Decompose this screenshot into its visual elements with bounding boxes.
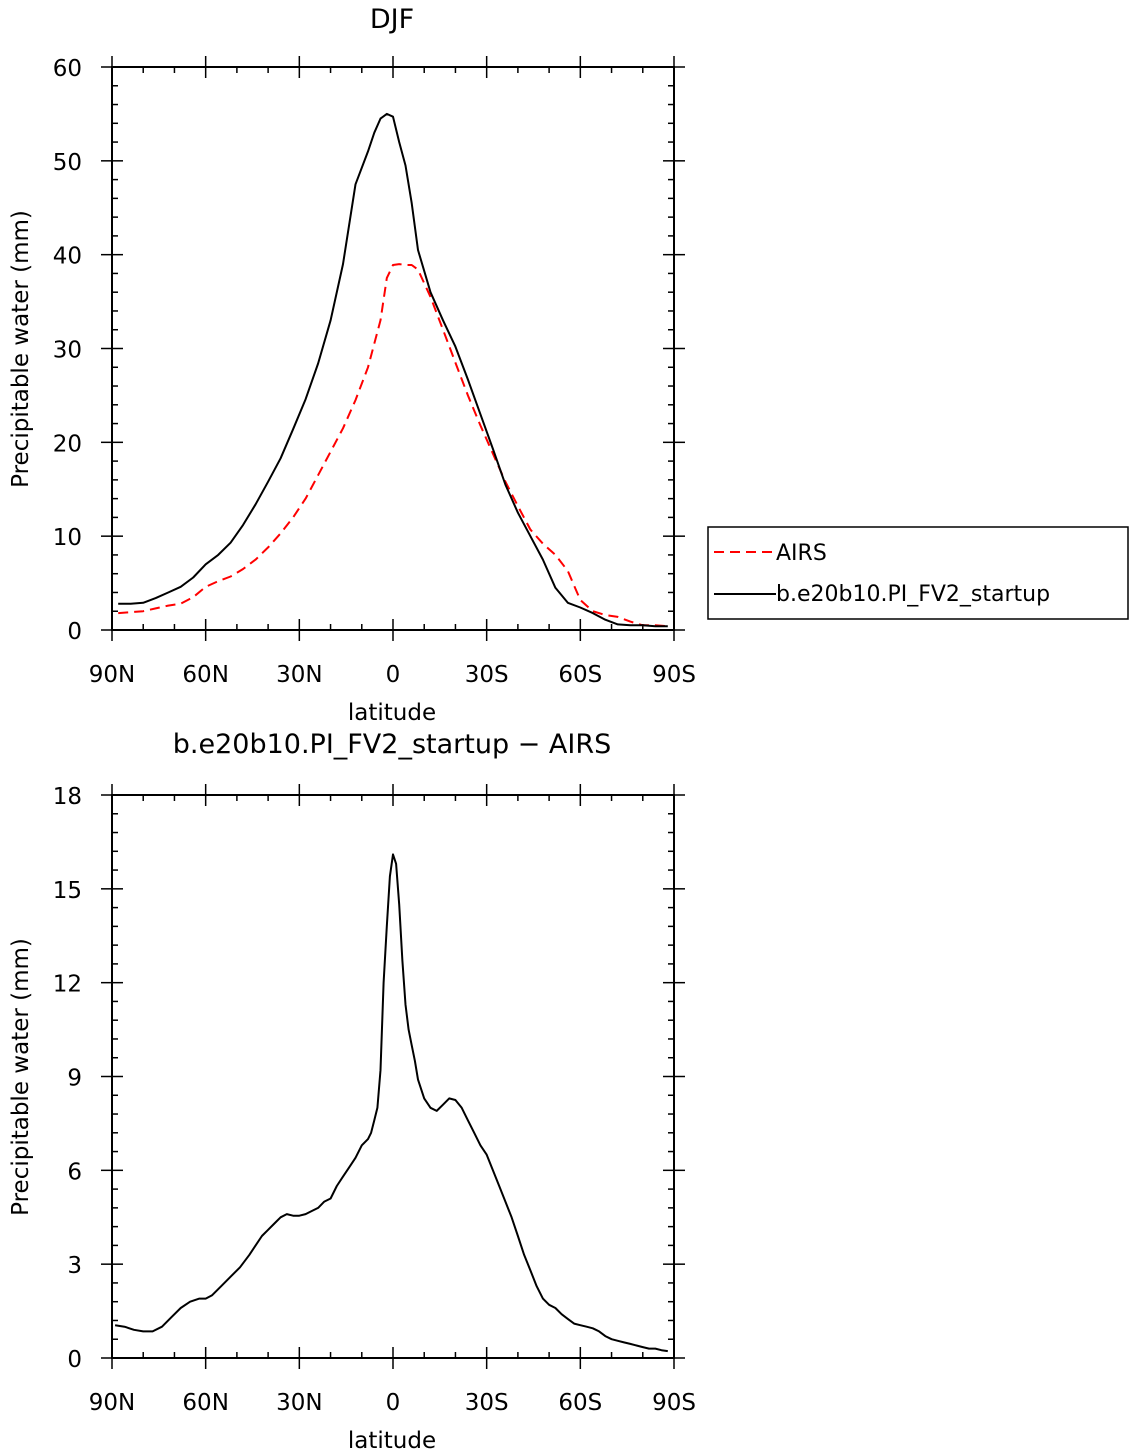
bottom-chart-ticks	[101, 784, 685, 1369]
bottom-chart-y-axis-label: Precipitable water (mm)	[8, 938, 34, 1216]
y-tick-label: 20	[53, 431, 82, 457]
x-tick-label: 90S	[652, 662, 696, 688]
x-tick-label: 30S	[465, 1390, 509, 1416]
y-tick-label: 40	[53, 244, 82, 270]
bottom-chart-panel: b.e20b10.PI_FV2_startup − AIRS 90N 60N 30N…	[8, 729, 696, 1454]
y-tick-label: 12	[53, 972, 82, 998]
bottom-chart-frame	[111, 794, 675, 1359]
y-tick-label: 0	[67, 1347, 82, 1373]
x-tick-label: 60N	[182, 662, 228, 688]
top-chart-panel: DJF 90N 60N 30N 0 30S 60S 90S 0 10 20 30 40 50 60 la…	[8, 4, 696, 726]
x-tick-label: 90N	[89, 1390, 135, 1416]
y-tick-label: 0	[67, 619, 82, 645]
legend-box	[707, 526, 1129, 620]
x-tick-label: 0	[386, 1390, 401, 1416]
bottom-chart-plot-area	[101, 784, 685, 1369]
x-tick-label: 0	[386, 662, 401, 688]
top-chart-lines	[118, 112, 668, 628]
x-tick-label: 60N	[182, 1390, 228, 1416]
y-tick-label: 15	[53, 878, 82, 904]
bottom-chart-lines	[114, 853, 668, 1353]
y-tick-label: 6	[67, 1159, 82, 1185]
y-tick-label: 30	[53, 338, 82, 364]
y-tick-label: 9	[67, 1066, 82, 1092]
legend-label-airs: AIRS	[776, 541, 827, 566]
x-tick-label: 30N	[276, 662, 322, 688]
top-chart-y-tick-labels: 0 10 20 30 40 50 60	[53, 56, 82, 645]
bottom-chart-x-axis-label: latitude	[348, 1428, 436, 1454]
x-tick-label: 30S	[465, 662, 509, 688]
top-chart-ticks	[101, 56, 685, 641]
bottom-chart-y-tick-labels: 0 3 6 9 12 15 18	[53, 784, 82, 1373]
top-chart-y-axis-label: Precipitable water (mm)	[8, 210, 34, 488]
top-chart-x-axis-label: latitude	[348, 700, 436, 726]
bottom-chart-x-tick-labels: 90N 60N 30N 0 30S 60S 90S	[89, 1390, 696, 1416]
y-tick-label: 10	[53, 525, 82, 551]
series-line-difference-0	[114, 853, 668, 1353]
x-tick-label: 60S	[558, 1390, 602, 1416]
y-tick-label: 18	[53, 784, 82, 810]
y-tick-label: 60	[53, 56, 82, 82]
y-tick-label: 3	[67, 1253, 82, 1279]
x-tick-label: 30N	[276, 1390, 322, 1416]
x-tick-label: 90S	[652, 1390, 696, 1416]
top-chart-title: DJF	[370, 4, 414, 35]
x-tick-label: 90N	[89, 662, 135, 688]
top-chart-frame	[111, 66, 675, 631]
top-chart-x-tick-labels: 90N 60N 30N 0 30S 60S 90S	[89, 662, 696, 688]
series-line-airs	[118, 263, 668, 628]
bottom-chart-title: b.e20b10.PI_FV2_startup − AIRS	[173, 729, 611, 760]
x-tick-label: 60S	[558, 662, 602, 688]
y-tick-label: 50	[53, 150, 82, 176]
series-line-b-e20b10-pi-fv2-startup	[118, 112, 668, 628]
top-chart-plot-area	[101, 56, 685, 641]
legend-label-model: b.e20b10.PI_FV2_startup	[776, 582, 1050, 607]
legend: AIRS b.e20b10.PI_FV2_startup	[707, 526, 1129, 620]
